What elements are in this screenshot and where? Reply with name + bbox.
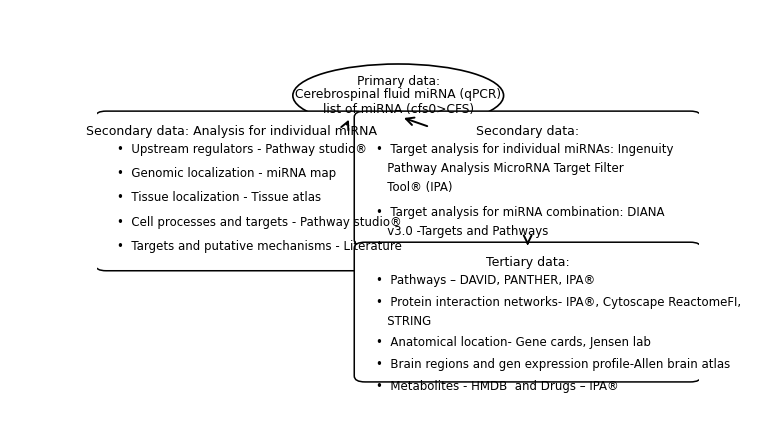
Text: Secondary data: Analysis for individual miRNA: Secondary data: Analysis for individual …	[85, 125, 377, 138]
Text: list of miRNA (cfs0>CFS): list of miRNA (cfs0>CFS)	[322, 103, 474, 116]
FancyBboxPatch shape	[354, 112, 701, 246]
Text: •  Anatomical location- Gene cards, Jensen lab: • Anatomical location- Gene cards, Jense…	[376, 336, 651, 349]
Text: •  Target analysis for miRNA combination: DIANA: • Target analysis for miRNA combination:…	[376, 206, 664, 218]
Text: v3.0 -Targets and Pathways: v3.0 -Targets and Pathways	[376, 225, 549, 238]
Text: •  Targets and putative mechanisms - Literature: • Targets and putative mechanisms - Lite…	[117, 240, 402, 252]
Text: •  Brain regions and gen expression profile-Allen brain atlas: • Brain regions and gen expression profi…	[376, 357, 730, 370]
Text: •  Tissue localization - Tissue atlas: • Tissue localization - Tissue atlas	[117, 191, 321, 204]
Text: Tool® (IPA): Tool® (IPA)	[376, 181, 452, 194]
Text: •  Pathways – DAVID, PANTHER, IPA®: • Pathways – DAVID, PANTHER, IPA®	[376, 273, 595, 286]
Text: •  Target analysis for individual miRNAs: Ingenuity: • Target analysis for individual miRNAs:…	[376, 143, 674, 156]
Text: Tertiary data:: Tertiary data:	[486, 256, 570, 269]
Text: STRING: STRING	[376, 314, 431, 327]
Text: •  Cell processes and targets - Pathway studio®: • Cell processes and targets - Pathway s…	[117, 215, 402, 228]
Text: Cerebrospinal fluid miRNA (qPCR): Cerebrospinal fluid miRNA (qPCR)	[295, 88, 501, 101]
Text: •  Genomic localization - miRNA map: • Genomic localization - miRNA map	[117, 167, 336, 180]
Ellipse shape	[293, 65, 503, 128]
Text: Primary data:: Primary data:	[357, 75, 440, 88]
Text: •  Metabolites - HMDB  and Drugs – IPA®: • Metabolites - HMDB and Drugs – IPA®	[376, 379, 618, 392]
FancyBboxPatch shape	[354, 243, 701, 382]
Text: •  Upstream regulators - Pathway studio®: • Upstream regulators - Pathway studio®	[117, 143, 367, 156]
FancyBboxPatch shape	[96, 112, 367, 271]
Text: Pathway Analysis MicroRNA Target Filter: Pathway Analysis MicroRNA Target Filter	[376, 162, 624, 175]
Text: Secondary data:: Secondary data:	[476, 125, 579, 138]
Text: •  Protein interaction networks- IPA®, Cytoscape ReactomeFI,: • Protein interaction networks- IPA®, Cy…	[376, 295, 741, 308]
